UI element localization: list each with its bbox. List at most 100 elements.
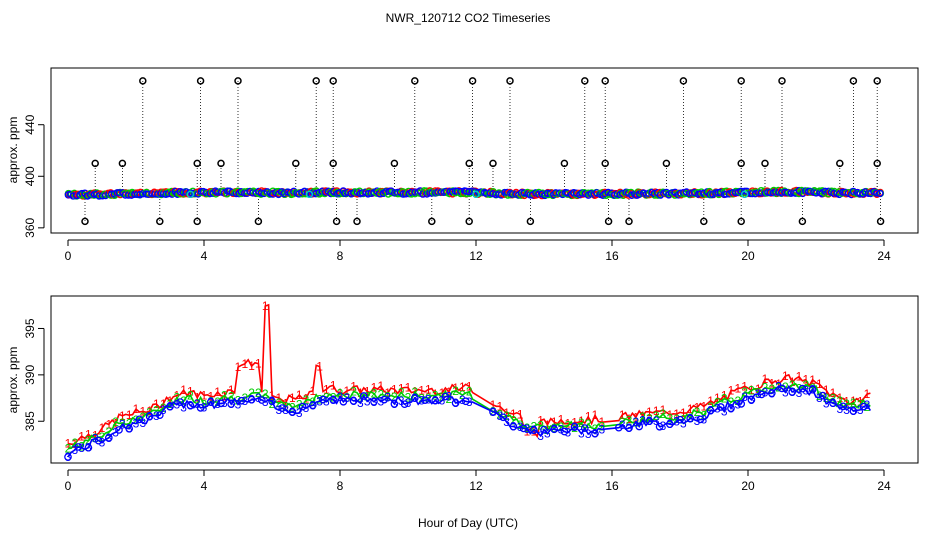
series-2-marker: 2 [496,407,503,421]
series-3-point [410,394,419,402]
series-3-marker: 3 [85,441,92,455]
series-3-point [727,404,735,413]
series-3-marker: 3 [653,414,660,428]
top-plot-frame [50,67,919,234]
x-tick-label: 8 [337,479,344,493]
series-2-marker: 2 [377,388,384,402]
series-3-marker: 3 [180,401,187,415]
outlier-point [139,77,147,85]
series-3-marker: 3 [823,397,830,411]
series-2-marker: 2 [660,407,667,421]
series-1-marker: 1 [235,360,242,374]
outlier-point [254,217,263,226]
series-1-marker: 1 [673,407,680,421]
series-3-point [716,403,725,411]
series-3-point [614,423,623,432]
y-tick-label: 395 [23,318,37,338]
series-2-marker: 2 [323,390,330,404]
series-3-point [489,407,497,416]
series-3-point [451,399,460,407]
series-1-marker: 1 [721,388,728,402]
series-2-marker: 2 [558,420,565,434]
series-2-marker: 2 [466,385,473,399]
series-1-marker: 1 [425,382,432,396]
series-3-point [849,187,858,196]
series-3-point [339,397,348,406]
series-3-marker: 3 [432,393,439,407]
series-2-marker: 2 [405,390,412,404]
series-2-marker: 2 [598,420,605,434]
series-1-marker: 1 [282,396,289,410]
series-2-marker: 2 [119,416,126,430]
series-2-marker: 2 [398,385,405,399]
outlier-point [761,159,769,168]
series-2-marker: 2 [571,421,578,435]
series-2-marker: 2 [173,391,180,405]
outlier-point [234,77,242,85]
series-3-point [788,388,797,396]
series-1-marker: 1 [201,388,208,402]
series-3-marker: 3 [112,425,119,439]
series-3-marker: 3 [398,394,405,408]
x-tick-label: 24 [877,479,891,493]
series-3-marker: 3 [289,405,296,419]
series-3-point [604,188,612,197]
series-2-marker: 2 [714,395,721,409]
series-1-marker: 1 [680,406,687,420]
series-2-marker: 2 [337,386,344,400]
series-2-marker: 2 [85,433,92,447]
series-3-marker: 3 [789,385,796,399]
series-3-point [206,398,215,406]
series-1-marker: 1 [180,383,187,397]
outlier-point [604,217,613,226]
series-1-marker: 1 [139,404,146,418]
series-1-marker: 1 [187,385,194,399]
series-3-marker: 3 [343,391,350,405]
outlier-point [625,217,633,226]
series-2-marker: 2 [639,410,646,424]
series-3-marker: 3 [282,403,289,417]
series-4-point [305,190,314,199]
series-2-marker: 2 [452,384,459,398]
series-2-marker: 2 [517,418,524,432]
series-3-point [227,400,236,408]
top-panel-axes: 0 4 8 12 16 20 24 360 400 440 [23,114,891,263]
outlier-point [489,159,497,168]
series-2-marker: 2 [564,419,571,433]
series-2-marker: 2 [241,391,248,405]
y-tick-label: 360 [23,218,37,238]
series-3-marker: 3 [323,395,330,409]
series-3-marker: 3 [296,406,303,420]
series-3-point [808,385,817,394]
series-2-marker: 2 [789,378,796,392]
series-3-marker: 3 [728,401,735,415]
series-3-marker: 3 [585,427,592,441]
series-1-marker: 1 [391,382,398,396]
outlier-point [329,159,337,168]
series-3-marker: 3 [510,420,517,434]
outlier-point [193,159,201,168]
series-3-marker: 3 [707,403,714,417]
series-3-point [421,396,429,405]
series-1-marker: 1 [384,386,391,400]
series-2-line [67,382,871,450]
series-3-point [873,189,881,197]
series-3-marker: 3 [248,393,255,407]
series-3-point [74,443,83,451]
series-3-point [818,391,827,400]
series-3-point [380,395,389,404]
series-1-marker: 1 [153,397,160,411]
series-1-marker: 1 [809,373,816,387]
outlier-point [292,159,300,168]
series-3-point [676,415,684,424]
series-2-marker: 2 [734,394,741,408]
series-1-marker: 1 [802,373,809,387]
series-2-marker: 2 [830,391,837,405]
series-1-marker: 1 [289,391,296,405]
series-1-marker: 1 [503,406,510,420]
series-3-marker: 3 [802,383,809,397]
bottom-y-axis-label: approx. ppm [6,347,20,414]
series-3-marker: 3 [816,391,823,405]
outlier-point [506,77,514,85]
